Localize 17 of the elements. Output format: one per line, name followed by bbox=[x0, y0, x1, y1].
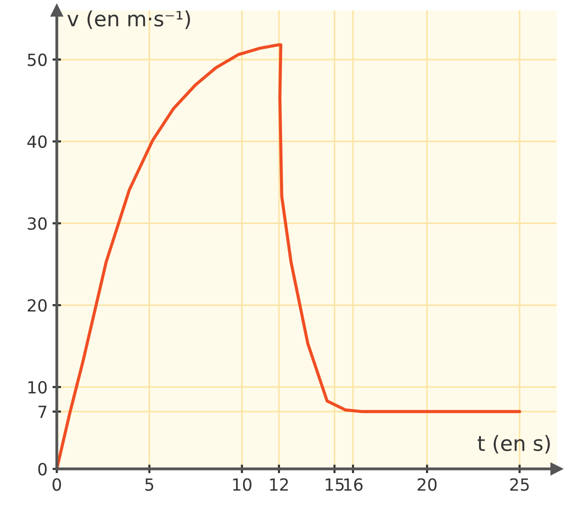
y-tick-label: 30 bbox=[28, 217, 47, 230]
x-tick-label: 25 bbox=[510, 478, 529, 491]
x-tick-label: 12 bbox=[270, 478, 288, 491]
y-tick-label: 7 bbox=[38, 406, 46, 418]
x-tick-label: 15 bbox=[326, 478, 344, 491]
y-axis-title: v (en m·s⁻¹) bbox=[67, 10, 190, 29]
x-tick-label: 10 bbox=[233, 478, 252, 491]
x-tick-label: 16 bbox=[344, 478, 363, 491]
y-tick-label: 0 bbox=[38, 462, 47, 476]
y-tick-label: 40 bbox=[27, 135, 47, 148]
y-tick-label: 50 bbox=[28, 54, 47, 66]
x-tick-label: 20 bbox=[418, 478, 437, 491]
x-tick-label: 5 bbox=[145, 478, 154, 491]
x-tick-label: 0 bbox=[52, 478, 61, 491]
y-tick-label: 20 bbox=[28, 299, 47, 312]
y-tick-label: 10 bbox=[28, 380, 47, 394]
x-axis-title: t (en s) bbox=[478, 435, 550, 454]
